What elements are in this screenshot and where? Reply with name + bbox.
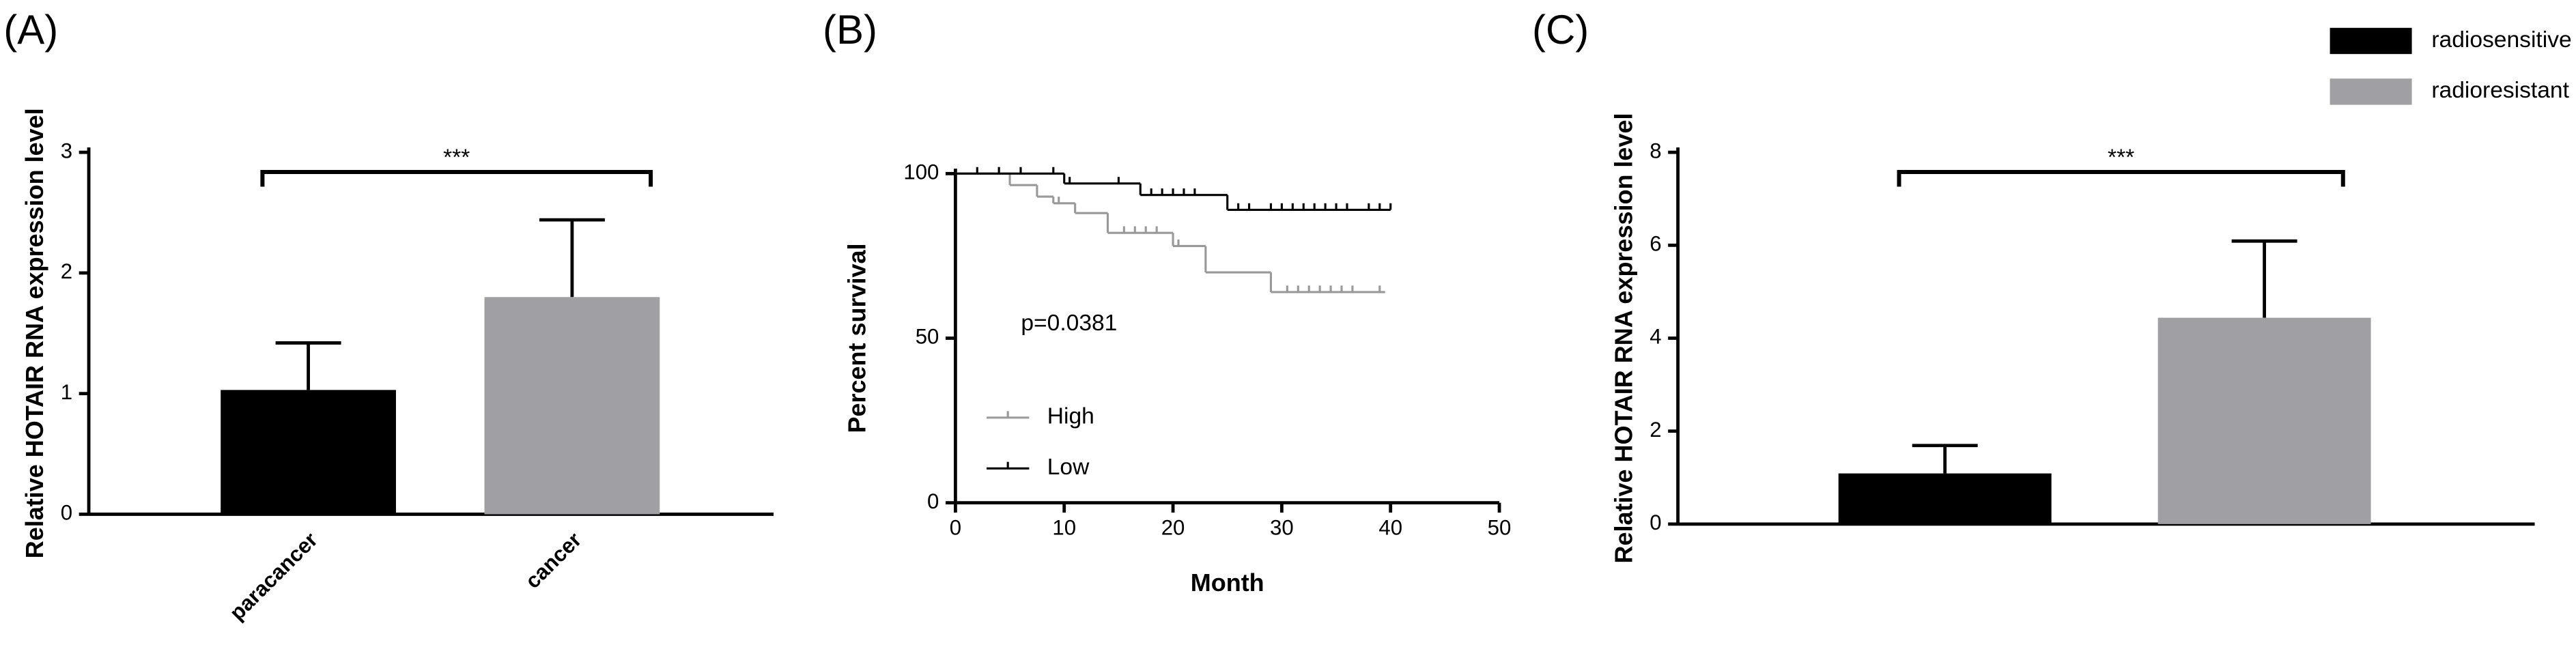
panel-label: (A) bbox=[3, 7, 58, 53]
legend-label: radiosensitive bbox=[2431, 27, 2571, 53]
legend-label: Low bbox=[1047, 455, 1090, 480]
y-tick-label: 50 bbox=[916, 325, 939, 349]
legend-swatch bbox=[2330, 27, 2412, 55]
y-tick-label: 0 bbox=[927, 489, 939, 513]
significance-bracket bbox=[1897, 169, 2345, 187]
x-tick-label: 10 bbox=[1052, 515, 1076, 539]
y-tick-label: 2 bbox=[1650, 418, 1661, 442]
significance-bracket bbox=[260, 169, 653, 187]
y-tick-label: 8 bbox=[1650, 139, 1661, 162]
x-axis-title: Month bbox=[1191, 569, 1264, 597]
x-tick-label: 40 bbox=[1378, 515, 1402, 539]
legend-swatch bbox=[2330, 78, 2412, 105]
x-tick-label: paracancer bbox=[225, 528, 322, 625]
y-axis-title: Percent survival bbox=[843, 243, 871, 433]
y-tick-label: 2 bbox=[61, 259, 72, 283]
y-axis-title: Relative HOTAIR RNA expression level bbox=[1609, 113, 1637, 564]
x-tick-label: 50 bbox=[1488, 515, 1512, 539]
y-tick-label: 0 bbox=[61, 501, 72, 525]
x-tick-label: 30 bbox=[1270, 515, 1294, 539]
bar bbox=[2157, 317, 2371, 524]
legend-label: radioresistant bbox=[2431, 78, 2569, 103]
legend-label: High bbox=[1047, 404, 1094, 429]
y-tick-label: 1 bbox=[61, 380, 72, 404]
y-tick-label: 6 bbox=[1650, 232, 1661, 256]
annotation: p=0.0381 bbox=[1021, 311, 1117, 336]
y-tick-label: 100 bbox=[903, 160, 939, 184]
y-tick-label: 3 bbox=[61, 139, 72, 162]
x-tick-label: 0 bbox=[950, 515, 961, 539]
bar bbox=[484, 297, 660, 515]
significance-label: *** bbox=[2108, 145, 2134, 171]
significance-label: *** bbox=[443, 145, 470, 171]
panel-label: (B) bbox=[823, 7, 877, 53]
bar bbox=[221, 390, 396, 515]
x-tick-label: cancer bbox=[520, 528, 586, 593]
y-tick-label: 0 bbox=[1650, 511, 1661, 534]
y-tick-label: 4 bbox=[1650, 325, 1661, 349]
x-tick-label: 20 bbox=[1161, 515, 1185, 539]
y-axis-title: Relative HOTAIR RNA expression level bbox=[20, 108, 48, 558]
panel-label: (C) bbox=[1532, 7, 1589, 53]
bar bbox=[1838, 473, 2052, 524]
